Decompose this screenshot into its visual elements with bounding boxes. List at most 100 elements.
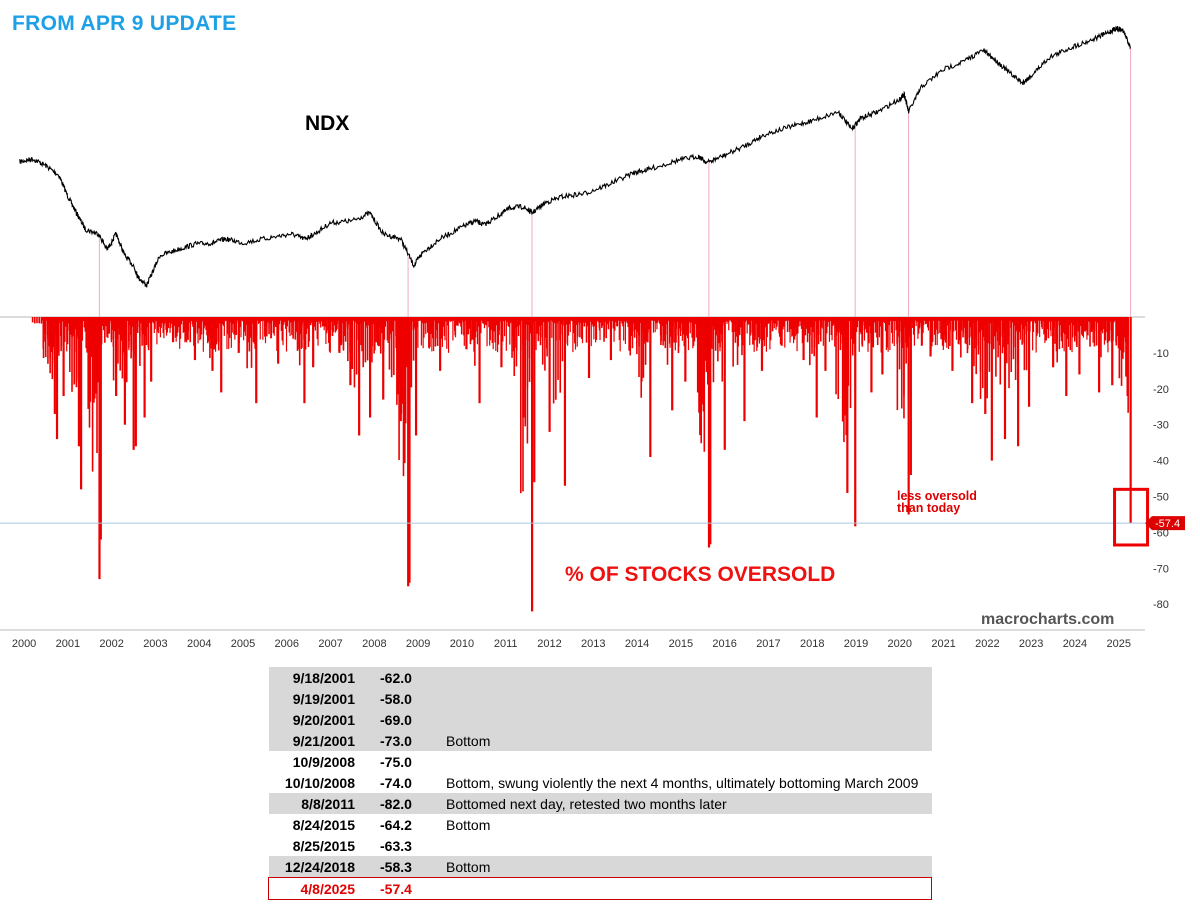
bar-minor — [1074, 317, 1077, 336]
bar-minor — [324, 317, 326, 327]
bar-73 — [1098, 317, 1101, 393]
bar-minor — [52, 317, 55, 348]
bar-cluster — [847, 317, 850, 386]
bar-minor — [412, 317, 414, 322]
bar-minor — [753, 317, 755, 352]
bar-cluster — [581, 317, 583, 339]
bar-minor — [651, 317, 654, 321]
bar-cluster — [373, 317, 375, 354]
bar-minor — [894, 317, 896, 321]
x-tick-2007: 2007 — [318, 638, 342, 650]
bar-minor — [461, 317, 464, 321]
bar-minor — [916, 317, 918, 322]
bar-minor — [575, 317, 577, 325]
bar-minor — [785, 317, 788, 321]
bar-minor — [1060, 317, 1062, 326]
bar-2 — [55, 317, 59, 440]
bar-minor — [686, 317, 688, 336]
bar-minor — [433, 317, 436, 321]
bar-cluster — [868, 317, 870, 344]
bar-minor — [912, 317, 915, 335]
x-tick-2015: 2015 — [669, 638, 693, 650]
bar-minor — [333, 317, 335, 333]
bar-minor — [994, 317, 996, 337]
bar-cluster — [292, 317, 294, 339]
bar-minor — [770, 317, 772, 341]
bar-cluster — [843, 317, 845, 443]
bar-42 — [609, 317, 613, 361]
bar-minor — [190, 317, 192, 321]
bar-minor — [343, 317, 345, 337]
bar-cluster — [1016, 317, 1019, 364]
bar-minor — [887, 317, 889, 352]
bar-cluster — [526, 317, 529, 389]
bar-32 — [439, 317, 442, 371]
bar-cluster — [557, 317, 559, 380]
cell-date: 9/19/2001 — [268, 688, 355, 709]
bar-13 — [150, 317, 153, 382]
bar-cluster — [200, 317, 202, 335]
bar-minor — [82, 317, 84, 321]
bar-minor — [1057, 317, 1059, 321]
bar-minor — [568, 317, 570, 325]
bar-minor — [614, 317, 616, 331]
cell-note: Bottom — [446, 856, 932, 878]
ndx-line — [19, 25, 1132, 288]
bar-cluster — [44, 317, 47, 341]
bar-cluster — [298, 317, 301, 366]
bar-minor — [725, 317, 727, 322]
x-tick-2009: 2009 — [406, 638, 430, 650]
bar-cluster — [252, 317, 255, 333]
bar-cluster — [1073, 317, 1076, 341]
bar-minor — [849, 317, 851, 322]
bar-cluster — [294, 317, 297, 340]
bar-17 — [220, 317, 223, 393]
bar-minor — [468, 317, 471, 329]
bar-minor — [176, 317, 178, 337]
bar-minor — [627, 317, 629, 328]
bar-minor — [947, 317, 950, 350]
bar-minor — [1064, 317, 1066, 335]
oversold-label: % OF STOCKS OVERSOLD — [565, 563, 836, 586]
bar-minor — [477, 317, 479, 327]
bar-minor — [216, 317, 218, 329]
bar-minor — [807, 317, 810, 334]
oversold-bars — [31, 317, 1132, 612]
bar-minor — [337, 317, 339, 321]
bar-minor — [772, 317, 775, 323]
x-tick-2004: 2004 — [187, 638, 211, 650]
bar-minor — [934, 317, 937, 346]
bar-minor — [878, 317, 880, 338]
bar-minor — [838, 317, 840, 333]
bar-cluster — [876, 317, 879, 346]
bar-minor — [316, 317, 318, 340]
bar-cluster — [813, 317, 816, 357]
bar-minor — [777, 317, 779, 321]
bar-minor — [547, 317, 549, 323]
bar-cluster — [31, 317, 34, 323]
bar-cluster — [822, 317, 824, 329]
bar-minor — [715, 317, 718, 336]
bar-minor — [239, 317, 241, 328]
bar-minor — [152, 317, 155, 324]
bar-cluster — [169, 317, 172, 328]
history-table: 9/18/2001 -62.0 9/19/2001 -58.0 9/20/2001 -69… — [268, 667, 932, 900]
bar-cluster — [1058, 317, 1061, 350]
bar-cluster — [434, 317, 437, 347]
bar-5 — [80, 317, 83, 490]
bar-cluster — [861, 317, 864, 347]
bar-minor — [295, 317, 297, 333]
bar-minor — [606, 317, 608, 325]
bar-minor — [1016, 317, 1018, 331]
bar-minor — [731, 317, 733, 333]
bar-cluster — [357, 317, 360, 353]
bar-minor — [311, 317, 313, 323]
bar-cluster — [400, 317, 403, 414]
bar-cluster — [849, 317, 852, 409]
bar-minor — [785, 317, 787, 322]
bar-cluster — [997, 317, 999, 358]
bar-cluster — [844, 317, 846, 416]
bar-cluster — [248, 317, 251, 352]
bar-minor — [257, 317, 259, 321]
bar-66 — [990, 317, 993, 461]
